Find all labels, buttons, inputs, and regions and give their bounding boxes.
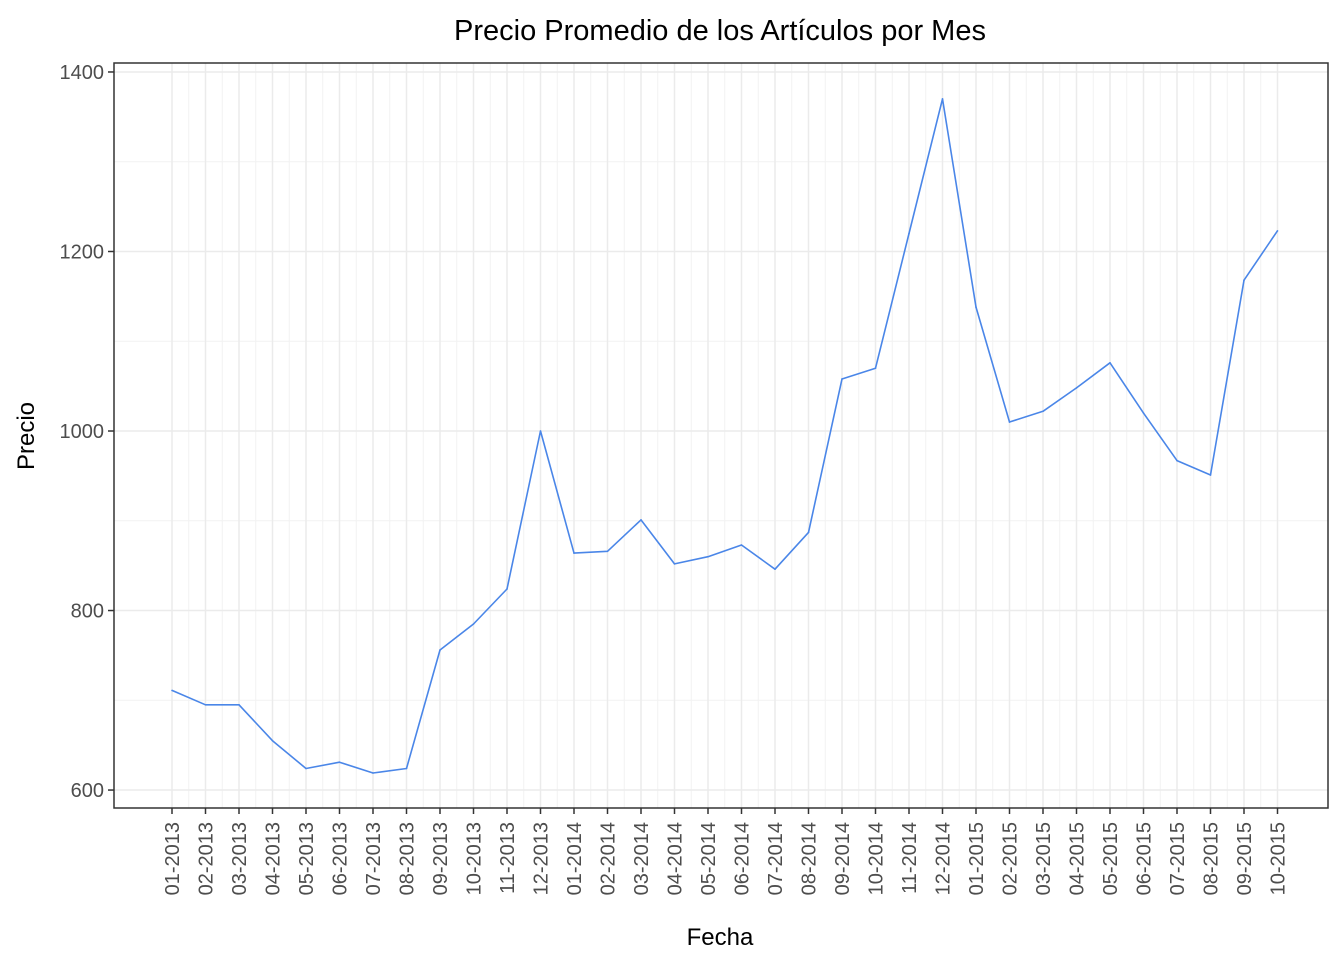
plot-panel-border (113, 62, 1329, 809)
data-point (204, 703, 207, 706)
data-point (1142, 412, 1145, 414)
x-tick-label: 06-2014 (732, 822, 754, 895)
x-tick-label: 11-2014 (899, 822, 921, 894)
x-tick-label: 05-2015 (1100, 822, 1122, 895)
data-point (405, 767, 408, 770)
y-tick-label: 800 (71, 601, 104, 623)
y-tick-label: 1200 (60, 241, 105, 263)
data-point (1276, 230, 1279, 232)
data-point (1075, 387, 1078, 389)
y-axis-title: Precio (13, 402, 40, 470)
x-axis-title: Fecha (687, 924, 754, 951)
x-tick-label: 04-2014 (665, 822, 687, 895)
data-point (740, 544, 743, 546)
y-tick-label: 1000 (60, 421, 105, 443)
data-point (539, 430, 542, 432)
x-tick-label: 06-2015 (1134, 822, 1156, 895)
chart-title: Precio Promedio de los Artículos por Mes (454, 15, 986, 47)
data-point (975, 306, 977, 308)
x-tick-label: 05-2014 (698, 822, 720, 895)
x-tick-label: 02-2013 (196, 822, 218, 895)
data-point (573, 552, 575, 554)
data-point (807, 531, 810, 534)
x-tick-label: 02-2015 (1000, 822, 1022, 895)
x-tick-label: 10-2015 (1268, 822, 1290, 895)
x-tick-label: 03-2015 (1033, 822, 1055, 895)
x-tick-label: 08-2015 (1201, 822, 1223, 895)
x-tick-label: 02-2014 (598, 822, 620, 895)
data-point (874, 367, 877, 369)
x-tick-label: 12-2014 (933, 822, 955, 895)
data-point (1109, 361, 1111, 364)
x-tick-label: 09-2015 (1234, 822, 1256, 895)
x-tick-label: 07-2015 (1167, 822, 1189, 895)
data-point (439, 649, 441, 651)
x-tick-label: 10-2014 (866, 822, 888, 895)
x-tick-label: 04-2015 (1067, 822, 1089, 895)
data-point (171, 689, 173, 692)
data-point (774, 568, 776, 571)
data-point (1008, 421, 1011, 423)
data-point (673, 563, 676, 565)
x-tick-label: 10-2013 (464, 822, 486, 895)
data-point (372, 772, 374, 774)
x-tick-label: 01-2013 (162, 822, 184, 895)
series-line (171, 98, 1279, 774)
x-tick-label: 05-2013 (296, 822, 318, 895)
x-tick-label: 06-2013 (330, 822, 352, 895)
y-tick-label: 600 (71, 780, 104, 802)
data-point (640, 519, 642, 521)
x-tick-label: 01-2014 (564, 822, 586, 895)
x-tick-label: 08-2014 (799, 822, 821, 895)
data-point (707, 555, 709, 558)
data-point (908, 232, 910, 235)
data-point (238, 703, 240, 706)
x-tick-label: 03-2014 (631, 822, 653, 895)
data-point (1243, 279, 1245, 282)
data-point (1209, 474, 1212, 476)
data-point (841, 378, 843, 380)
x-tick-label: 08-2013 (397, 822, 419, 895)
x-tick-label: 07-2013 (363, 822, 385, 895)
x-tick-label: 07-2014 (765, 822, 787, 895)
x-tick-label: 01-2015 (966, 822, 988, 895)
data-point (606, 550, 609, 553)
x-tick-label: 03-2013 (229, 822, 251, 895)
x-tick-label: 12-2013 (531, 822, 553, 895)
data-point (271, 739, 274, 742)
data-point (941, 98, 944, 100)
y-tick-label: 1400 (60, 62, 105, 84)
data-point (506, 588, 508, 590)
x-tick-label: 09-2014 (832, 822, 854, 895)
x-tick-label: 04-2013 (263, 822, 285, 895)
x-tick-label: 11-2013 (497, 822, 519, 894)
data-point (305, 767, 307, 770)
data-point (1176, 459, 1178, 462)
data-point (472, 623, 475, 625)
x-tick-label: 09-2013 (430, 822, 452, 895)
data-point (338, 761, 341, 764)
data-point (1042, 410, 1044, 413)
